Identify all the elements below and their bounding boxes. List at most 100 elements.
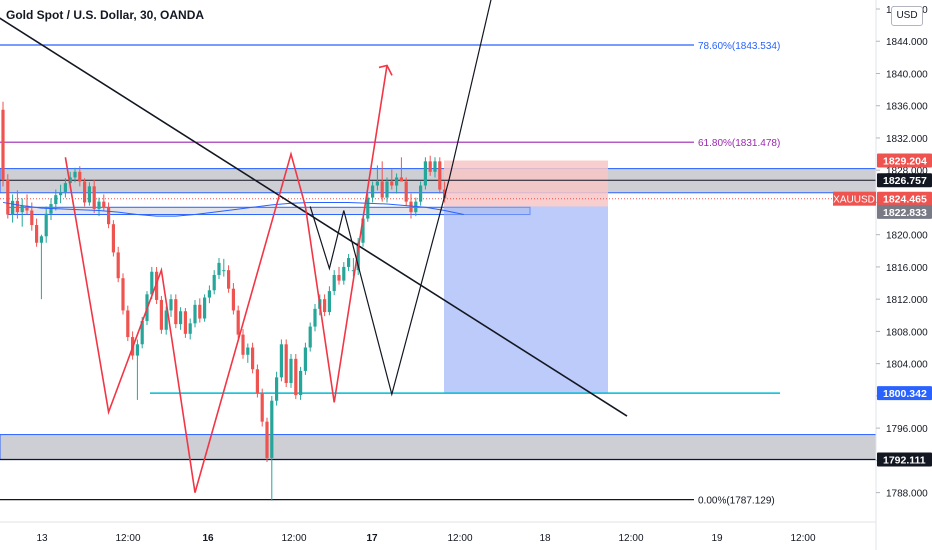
candle-body-54 [260, 393, 264, 422]
x-tick-label-5: 12:00 [447, 533, 472, 544]
candle-body-33 [159, 299, 163, 330]
candle-body-88 [423, 161, 427, 186]
black-projection-path [309, 0, 492, 397]
candle-body-2 [11, 200, 15, 215]
symbol-tag-bg [833, 191, 876, 206]
candle-body-56 [270, 400, 274, 458]
y-tick-label-14: 1844.000 [886, 37, 928, 48]
x-tick-label-3: 12:00 [281, 533, 306, 544]
y-tick-label-12: 1836.000 [886, 102, 928, 113]
candle-body-84 [404, 181, 408, 202]
currency-badge[interactable]: USD [891, 6, 923, 26]
candle-body-32 [155, 271, 159, 300]
candle-body-55 [265, 421, 269, 458]
candle-body-38 [183, 311, 187, 334]
candle-body-67 [323, 299, 327, 313]
candle-body-26 [126, 310, 130, 338]
price-label-3: 1822.833 [883, 207, 927, 219]
candle-body-1 [6, 179, 10, 215]
candle-body-3 [15, 200, 19, 213]
candle-body-70 [337, 274, 341, 281]
candle-body-39 [188, 323, 192, 334]
candle-body-74 [356, 242, 360, 271]
candle-body-69 [332, 274, 336, 292]
candle-body-34 [164, 310, 168, 330]
candle-body-35 [169, 299, 173, 311]
candle-body-82 [395, 177, 399, 186]
candle-body-36 [174, 299, 178, 325]
candle-body-68 [327, 291, 331, 313]
candle-body-42 [203, 297, 207, 319]
candle-body-21 [102, 201, 106, 208]
y-tick-label-2: 1796.000 [886, 424, 928, 435]
demand-zone [0, 434, 877, 461]
price-label-1: 1826.757 [883, 175, 927, 187]
candle-body-79 [380, 181, 384, 198]
candle-body-58 [279, 344, 283, 378]
candle-body-20 [97, 201, 101, 209]
candle-body-44 [212, 274, 216, 291]
candle-body-49 [236, 310, 240, 335]
y-tick-label-11: 1832.000 [886, 134, 928, 145]
candle-body-19 [92, 186, 96, 209]
candle-body-90 [433, 161, 437, 172]
x-tick-label-1: 12:00 [115, 533, 140, 544]
candle-body-23 [111, 224, 115, 253]
price-label-bg-3 [877, 204, 932, 219]
candle-body-29 [140, 320, 144, 345]
candle-body-91 [438, 161, 442, 190]
candle-body-64 [308, 326, 312, 348]
x-tick-label-9: 12:00 [790, 533, 815, 544]
price-label-2: 1824.465 [883, 194, 927, 206]
chart-title: Gold Spot / U.S. Dollar, 30, OANDA [6, 8, 205, 22]
candle-body-63 [303, 347, 307, 371]
candle-body-31 [150, 271, 154, 295]
candle-body-5 [25, 205, 29, 211]
candle-body-28 [135, 344, 139, 356]
candle-body-9 [44, 213, 48, 237]
y-tick-label-4: 1804.000 [886, 360, 928, 371]
candle-body-0 [1, 109, 5, 180]
y-tick-label-8: 1820.000 [886, 231, 928, 242]
candle-body-24 [116, 252, 120, 279]
candle-body-37 [179, 311, 183, 325]
candle-body-51 [246, 347, 250, 355]
candle-body-60 [289, 358, 293, 383]
candle-body-83 [399, 177, 403, 182]
y-tick-label-7: 1816.000 [886, 263, 928, 274]
candle-body-65 [313, 308, 317, 327]
take-profit-box [444, 206, 608, 394]
price-label-5: 1792.111 [883, 454, 926, 466]
price-label-4: 1800.342 [883, 388, 927, 400]
y-tick-label-0: 1788.000 [886, 489, 928, 500]
candle-body-45 [217, 262, 221, 275]
candle-body-7 [35, 225, 39, 243]
candle-body-76 [366, 197, 370, 219]
y-tick-label-6: 1812.000 [886, 295, 928, 306]
descending-trendline [0, 17, 628, 417]
price-label-bg-1 [877, 173, 932, 188]
x-tick-label-2: 16 [202, 533, 214, 544]
candle-body-22 [107, 207, 111, 225]
candle-body-59 [284, 344, 288, 383]
candle-body-43 [207, 290, 211, 298]
candle-body-13 [63, 183, 67, 192]
candle-body-48 [231, 288, 235, 311]
x-tick-label-4: 17 [366, 533, 378, 544]
candle-body-52 [251, 347, 255, 370]
fib-label-1: 61.80%(1831.478) [698, 138, 780, 149]
candle-body-53 [255, 369, 259, 394]
candle-body-87 [419, 185, 423, 202]
candle-body-62 [299, 370, 303, 396]
price-label-bg-0 [877, 153, 932, 168]
x-tick-label-8: 19 [711, 533, 723, 544]
price-label-0: 1829.204 [883, 155, 927, 167]
candle-body-41 [198, 304, 202, 319]
candle-body-11 [54, 195, 58, 205]
candle-body-78 [375, 181, 379, 186]
candle-body-25 [121, 278, 125, 311]
symbol-tag: XAUUSD [833, 195, 875, 206]
candle-body-80 [385, 181, 389, 198]
candle-body-81 [390, 181, 394, 186]
